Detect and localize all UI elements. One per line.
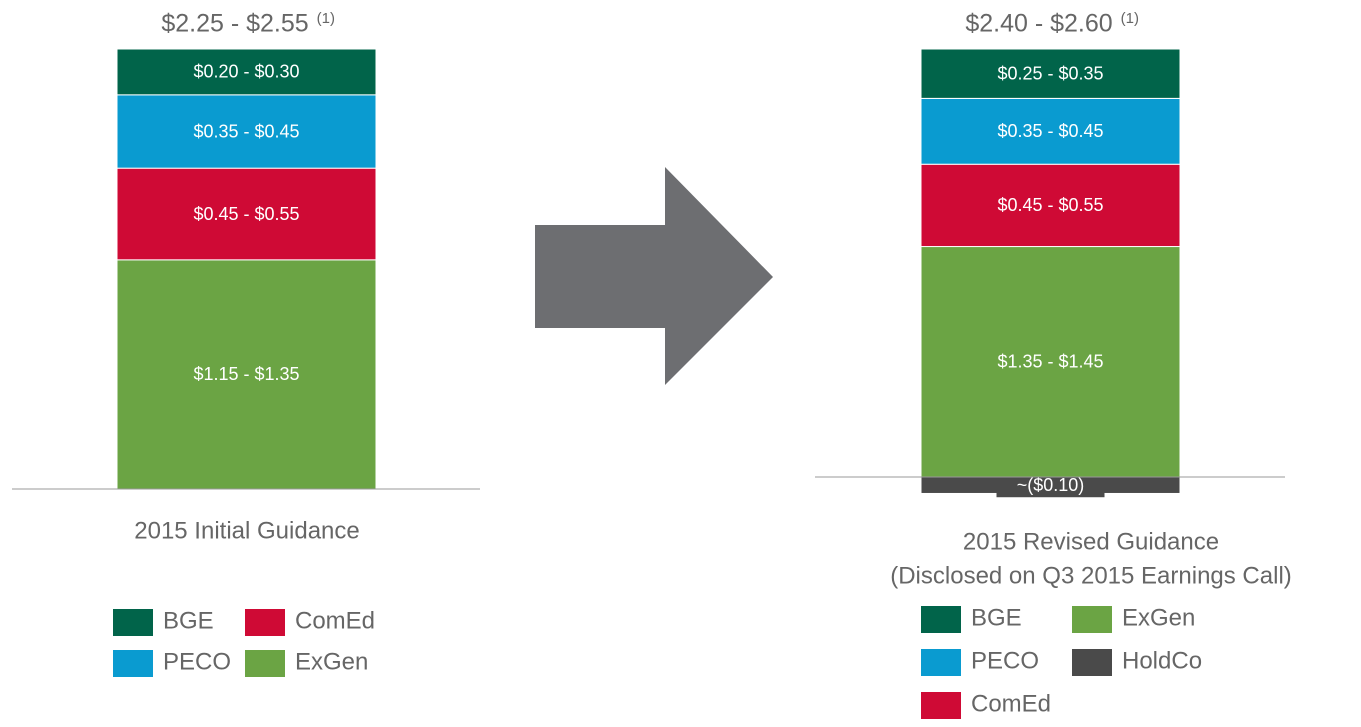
total-title: $2.25 - $2.55 bbox=[161, 10, 308, 38]
chart-label: 2015 Initial Guidance bbox=[134, 517, 360, 544]
title-footnote: (1) bbox=[317, 10, 335, 27]
segment-label: $0.25 - $0.35 bbox=[997, 63, 1103, 83]
segment-label: $1.15 - $1.35 bbox=[193, 364, 299, 384]
segment-label: $0.35 - $0.45 bbox=[193, 121, 299, 141]
legend-swatch bbox=[113, 609, 153, 636]
legend-swatch bbox=[921, 692, 961, 719]
legend-label: BGE bbox=[971, 604, 1022, 631]
legend-swatch bbox=[245, 650, 285, 677]
legend-label: ComEd bbox=[295, 607, 375, 634]
segment-label: ~($0.10) bbox=[1017, 475, 1085, 495]
legend-label: ComEd bbox=[971, 690, 1051, 717]
chart-label: (Disclosed on Q3 2015 Earnings Call) bbox=[890, 562, 1292, 589]
legend-swatch bbox=[921, 649, 961, 676]
legend-label: BGE bbox=[163, 607, 214, 634]
legend-label: ExGen bbox=[1122, 604, 1195, 631]
segment-label: $0.35 - $0.45 bbox=[997, 121, 1103, 141]
legend-label: HoldCo bbox=[1122, 647, 1202, 674]
arrow bbox=[535, 167, 773, 385]
segment-label: $0.20 - $0.30 bbox=[193, 62, 299, 82]
chart-label: 2015 Revised Guidance bbox=[963, 528, 1219, 555]
segment-label: $0.45 - $0.55 bbox=[193, 204, 299, 224]
bar-segment bbox=[920, 163, 1181, 248]
legend-label: PECO bbox=[971, 647, 1039, 674]
legend-swatch bbox=[1072, 649, 1112, 676]
legend-swatch bbox=[921, 606, 961, 633]
bar-segment bbox=[920, 97, 1181, 165]
bar-segment bbox=[920, 48, 1181, 99]
total-title: $2.40 - $2.60 bbox=[965, 10, 1112, 38]
legend-swatch bbox=[1072, 606, 1112, 633]
segment-label: $1.35 - $1.45 bbox=[997, 352, 1103, 372]
segment-label: $0.45 - $0.55 bbox=[997, 195, 1103, 215]
legend-label: ExGen bbox=[295, 648, 368, 675]
bar-segment bbox=[116, 48, 377, 96]
title-footnote: (1) bbox=[1121, 10, 1139, 27]
legend-swatch bbox=[113, 650, 153, 677]
bar-segment bbox=[116, 259, 377, 490]
bar-segment bbox=[920, 246, 1181, 478]
legend-label: PECO bbox=[163, 648, 231, 675]
bar-segment bbox=[116, 167, 377, 261]
legend-swatch bbox=[245, 609, 285, 636]
